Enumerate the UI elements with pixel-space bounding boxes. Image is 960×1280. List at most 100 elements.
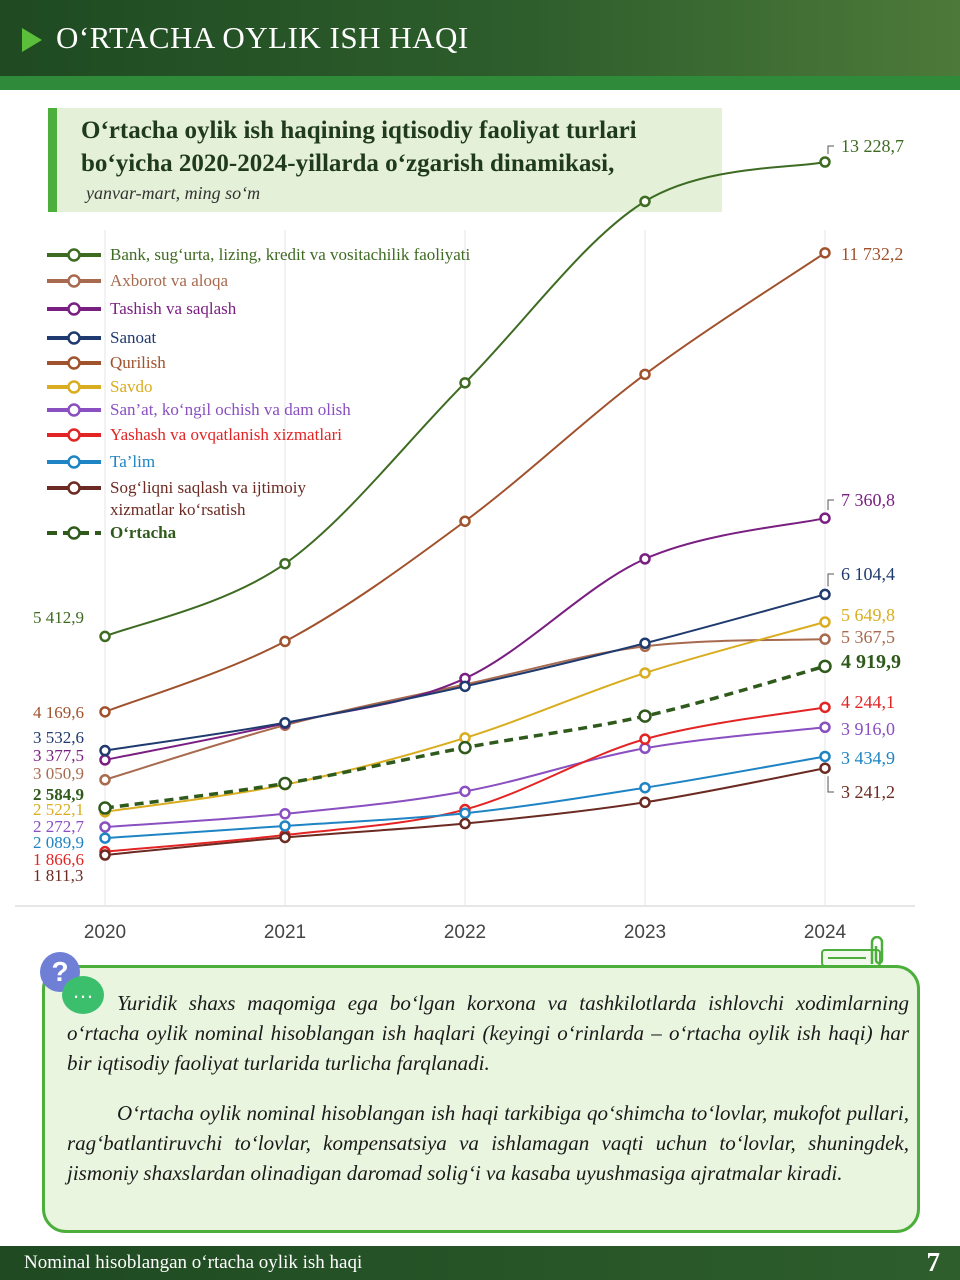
end-value-label: 13 228,7 <box>841 136 904 156</box>
data-point <box>459 377 471 389</box>
x-tick-label: 2024 <box>804 922 847 943</box>
legend-item: Sanoat <box>46 327 526 349</box>
chat-bubble-icon: … <box>62 976 104 1014</box>
data-point <box>459 785 471 798</box>
data-point <box>819 616 831 628</box>
data-point <box>99 821 111 833</box>
legend-label: Axborot va aloqa <box>110 271 229 290</box>
legend-item: Ta’lim <box>46 451 526 473</box>
data-point <box>638 709 652 723</box>
start-value-label: 4 169,6 <box>33 703 84 722</box>
data-point <box>279 820 291 832</box>
legend-item: Axborot va aloqa <box>46 270 526 292</box>
data-point <box>819 512 831 524</box>
chart-subtitle: yanvar-mart, ming so‘m <box>86 183 261 203</box>
start-value-label: 1 811,3 <box>33 866 83 885</box>
chart-title: O‘rtacha oylik ish haqining iqtisodiy fa… <box>81 117 637 177</box>
legend-line-marker-icon <box>47 526 101 540</box>
data-point <box>459 807 471 819</box>
legend-label: Ta’lim <box>110 452 156 471</box>
start-value-label: 2 089,9 <box>33 833 84 852</box>
data-point <box>99 706 111 718</box>
data-point <box>819 762 831 774</box>
data-point <box>639 368 651 381</box>
legend-line-marker-icon <box>47 356 101 370</box>
data-point <box>639 742 651 755</box>
legend-label: San’at, ko‘ngil ochish va dam olish <box>110 400 351 419</box>
start-value-label: 2 584,9 <box>33 785 84 804</box>
end-value-label: 3 916,0 <box>841 719 895 739</box>
legend-label: Savdo <box>110 377 153 396</box>
start-value-label: 5 412,9 <box>33 608 84 627</box>
end-value-label: 5 367,5 <box>841 627 895 647</box>
data-point <box>279 557 291 570</box>
data-point <box>819 156 831 168</box>
data-point <box>639 637 651 649</box>
data-point <box>279 635 291 648</box>
legend-item: Sog‘liqni saqlash va ijtimoiy xizmatlar k… <box>46 477 526 519</box>
data-point <box>639 667 651 679</box>
legend-label: Sog‘liqni saqlash va ijtimoiy xizmatlar k… <box>110 478 306 519</box>
data-point <box>459 515 471 527</box>
start-value-label: 1 866,6 <box>33 850 84 869</box>
start-value-label: 3 532,6 <box>33 728 84 747</box>
data-point <box>639 195 651 208</box>
legend-label: Sanoat <box>110 328 157 347</box>
legend-line-marker-icon <box>47 403 101 417</box>
data-point <box>98 801 112 815</box>
data-point <box>99 744 111 757</box>
legend-line-marker-icon <box>47 274 101 288</box>
end-value-label: 7 360,8 <box>841 490 895 510</box>
end-value-label: 5 649,8 <box>841 605 895 625</box>
legend-item: Bank, sug‘urta, lizing, kredit va vosita… <box>46 244 526 266</box>
start-value-label: 3 050,9 <box>33 764 84 783</box>
note-box: Yuridik shaxs maqomiga ega bo‘lgan korxo… <box>42 965 920 1233</box>
data-point <box>639 733 651 745</box>
legend-line-marker-icon <box>47 331 101 345</box>
note-paragraph-1: Yuridik shaxs maqomiga ega bo‘lgan korxo… <box>67 991 909 1075</box>
end-value-label: 11 732,2 <box>841 244 903 264</box>
data-point <box>819 750 831 763</box>
note-paragraph-2: O‘rtacha oylik nominal hisoblangan ish h… <box>67 1101 909 1185</box>
x-tick-label: 2022 <box>444 922 486 943</box>
data-point <box>99 832 111 844</box>
label-leader-line <box>827 499 834 511</box>
question-icon: ? <box>40 952 80 992</box>
legend-item: Yashash va ovqatlanish xizmatlari <box>46 424 526 446</box>
data-point <box>639 553 651 565</box>
legend-line-marker-icon <box>47 481 101 495</box>
legend-label: Qurilish <box>110 353 166 372</box>
data-point <box>99 754 111 766</box>
legend-item: O‘rtacha <box>46 522 526 544</box>
line-chart: 2020 2021 2022 2023 2024 5 412,9 4 169,6 3 532,… <box>15 136 915 943</box>
x-tick-label: 2023 <box>624 922 666 943</box>
data-point <box>459 680 471 693</box>
label-leader-line <box>827 145 834 154</box>
data-point <box>279 808 291 820</box>
start-value-label: 2 522,1 <box>33 800 84 819</box>
x-tick-label: 2021 <box>264 922 306 943</box>
legend-item: Tashish va saqlash <box>46 298 526 320</box>
page-footer: Nominal hisoblangan o‘rtacha oylik ish h… <box>0 1246 960 1280</box>
data-point <box>279 717 291 729</box>
chart-title-box: O‘rtacha oylik ish haqining iqtisodiy fa… <box>48 108 722 212</box>
legend-item: San’at, ko‘ngil ochish va dam olish <box>46 399 526 421</box>
start-value-label: 2 272,7 <box>33 817 85 836</box>
legend-label: O‘rtacha <box>110 523 177 542</box>
page-number: 7 <box>926 1247 941 1277</box>
data-point <box>639 796 651 809</box>
legend-item: Savdo <box>46 376 526 398</box>
legend-label: Tashish va saqlash <box>110 299 237 318</box>
data-point <box>819 701 831 714</box>
data-point <box>99 849 111 861</box>
end-value-label: 4 919,9 <box>841 651 901 673</box>
data-point <box>819 633 831 645</box>
footer-text: Nominal hisoblangan o‘rtacha oylik ish h… <box>24 1252 363 1273</box>
legend-item: Qurilish <box>46 352 526 374</box>
paperclip-icon <box>821 936 884 967</box>
page-header: O‘RTACHA OYLIK ISH HAQI <box>0 0 960 76</box>
end-value-label: 6 104,4 <box>841 564 895 584</box>
start-value-label: 3 377,5 <box>33 746 84 765</box>
data-point <box>819 247 831 259</box>
header-stripe <box>0 76 960 90</box>
